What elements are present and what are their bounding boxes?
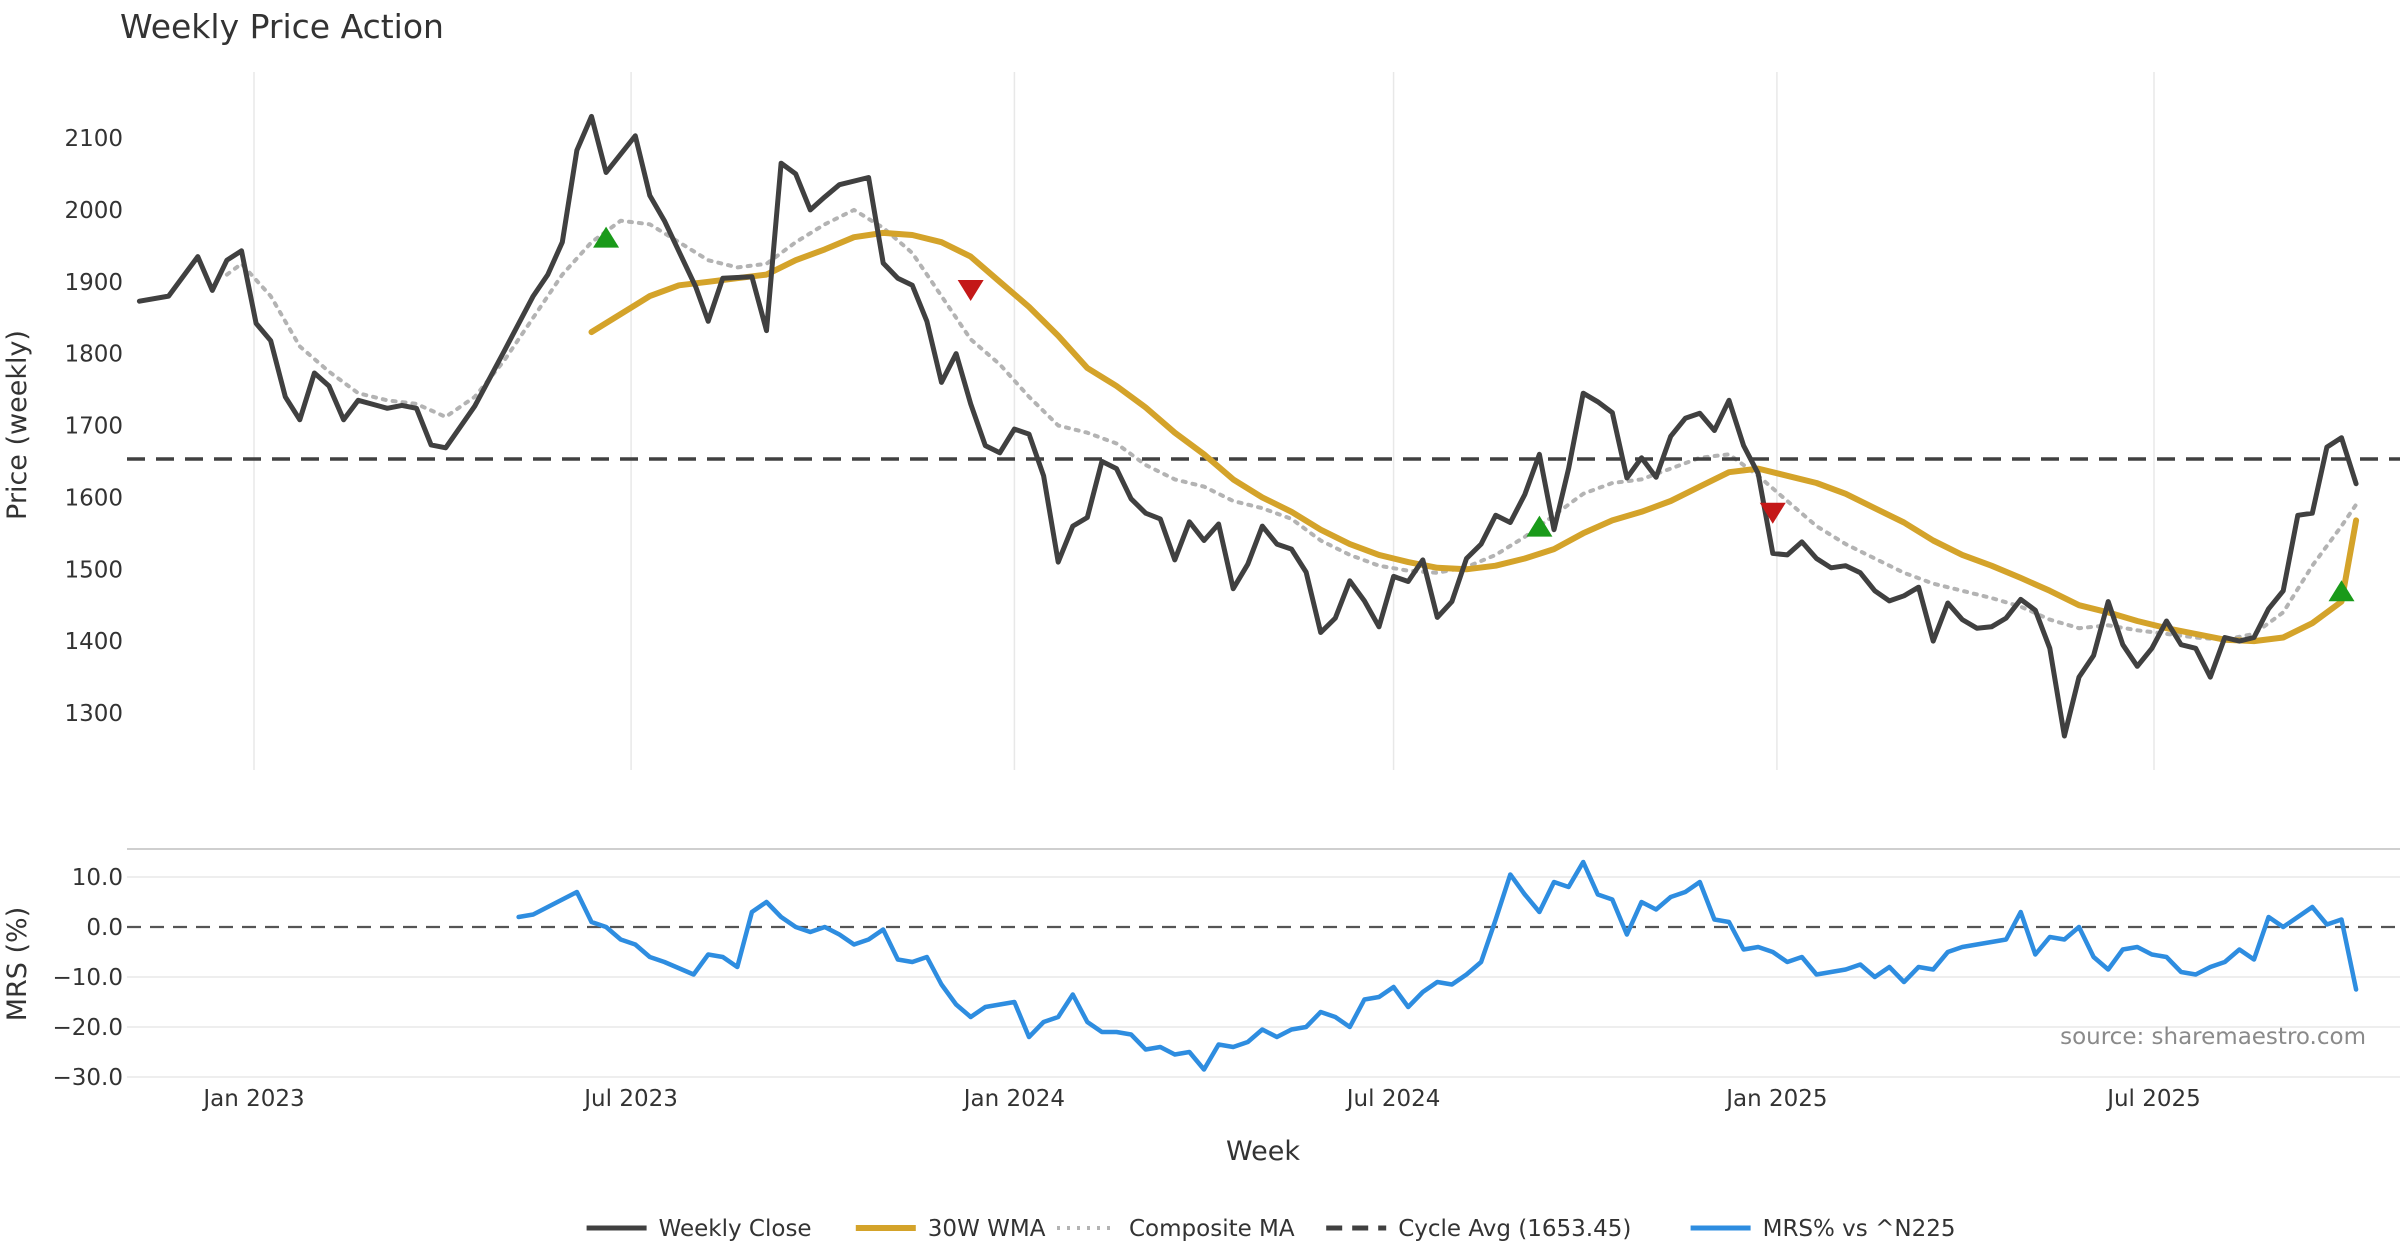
price-y-tick-label: 1700 <box>64 414 123 440</box>
price-y-axis-title: Price (weekly) <box>2 330 33 520</box>
legend-label: Weekly Close <box>659 1216 812 1242</box>
buy-signal-marker <box>2328 580 2355 602</box>
price-y-tick-label: 2000 <box>64 198 123 224</box>
sell-signal-marker <box>957 279 984 301</box>
legend-label: 30W WMA <box>928 1216 1046 1242</box>
weekly-close-line <box>136 113 2359 739</box>
legend: Weekly Close 30W WMA Composite MA Cycle Avg… <box>586 1216 1956 1242</box>
mrs-gridlines <box>127 876 2400 1078</box>
x-tick-label: Jan 2025 <box>1724 1086 1827 1112</box>
price-y-ticks: 1300 1400 1500 1600 1700 1800 1900 2000 2100 <box>64 126 123 727</box>
price-panel: 1300 1400 1500 1600 1700 1800 1900 2000 2100 Pri… <box>2 72 2400 770</box>
legend-label: Composite MA <box>1129 1216 1295 1242</box>
legend-item-mrs: MRS% vs ^N225 <box>1690 1216 1956 1242</box>
price-y-tick-label: 1500 <box>64 557 123 583</box>
legend-label: MRS% vs ^N225 <box>1763 1216 1956 1242</box>
composite-ma-line <box>224 207 2359 642</box>
mrs-series-group <box>127 859 2400 1072</box>
price-y-tick-label: 1800 <box>64 342 123 368</box>
source-credit: source: sharemaestro.com <box>2060 1024 2366 1050</box>
mrs-y-tick-label: −10.0 <box>53 965 123 991</box>
mrs-y-axis-title: MRS (%) <box>2 907 33 1022</box>
x-axis-ticks: Jan 2023 Jul 2023 Jan 2024 Jul 2024 Jan 2025… <box>201 1086 2200 1112</box>
price-y-tick-label: 1600 <box>64 485 123 511</box>
chart-title: Weekly Price Action <box>120 7 444 46</box>
signal-markers <box>593 226 2355 602</box>
price-y-tick-label: 1400 <box>64 629 123 655</box>
legend-label: Cycle Avg (1653.45) <box>1398 1216 1631 1242</box>
legend-item-composite: Composite MA <box>1057 1216 1295 1242</box>
buy-signal-marker <box>1526 515 1553 537</box>
x-tick-label: Jul 2024 <box>1345 1086 1441 1112</box>
wma-30w-line <box>588 229 2360 645</box>
x-tick-label: Jan 2024 <box>962 1086 1065 1112</box>
x-tick-label: Jan 2023 <box>201 1086 304 1112</box>
mrs-y-tick-label: 0.0 <box>86 915 123 941</box>
legend-item-cycle: Cycle Avg (1653.45) <box>1326 1216 1631 1242</box>
x-axis-title: Week <box>1226 1136 1300 1167</box>
legend-item-close: Weekly Close <box>586 1216 812 1242</box>
price-y-tick-label: 1300 <box>64 701 123 727</box>
mrs-y-ticks: 10.0 0.0 −10.0 −20.0 −30.0 <box>53 865 123 1091</box>
legend-item-wma: 30W WMA <box>855 1216 1046 1242</box>
mrs-y-tick-label: 10.0 <box>72 865 123 891</box>
sell-signal-marker <box>1759 502 1786 524</box>
price-y-tick-label: 2100 <box>64 126 123 152</box>
mrs-y-tick-label: −20.0 <box>53 1015 123 1041</box>
price-gridlines <box>253 72 2155 770</box>
buy-signal-marker <box>593 226 620 248</box>
price-series-group <box>127 113 2400 739</box>
x-tick-label: Jul 2023 <box>582 1086 678 1112</box>
mrs-y-tick-label: −30.0 <box>53 1065 123 1091</box>
mrs-line <box>516 859 2359 1072</box>
price-y-tick-label: 1900 <box>64 270 123 296</box>
x-tick-label: Jul 2025 <box>2105 1086 2201 1112</box>
mrs-panel: 10.0 0.0 −10.0 −20.0 −30.0 MRS (%) source: s… <box>2 859 2400 1091</box>
